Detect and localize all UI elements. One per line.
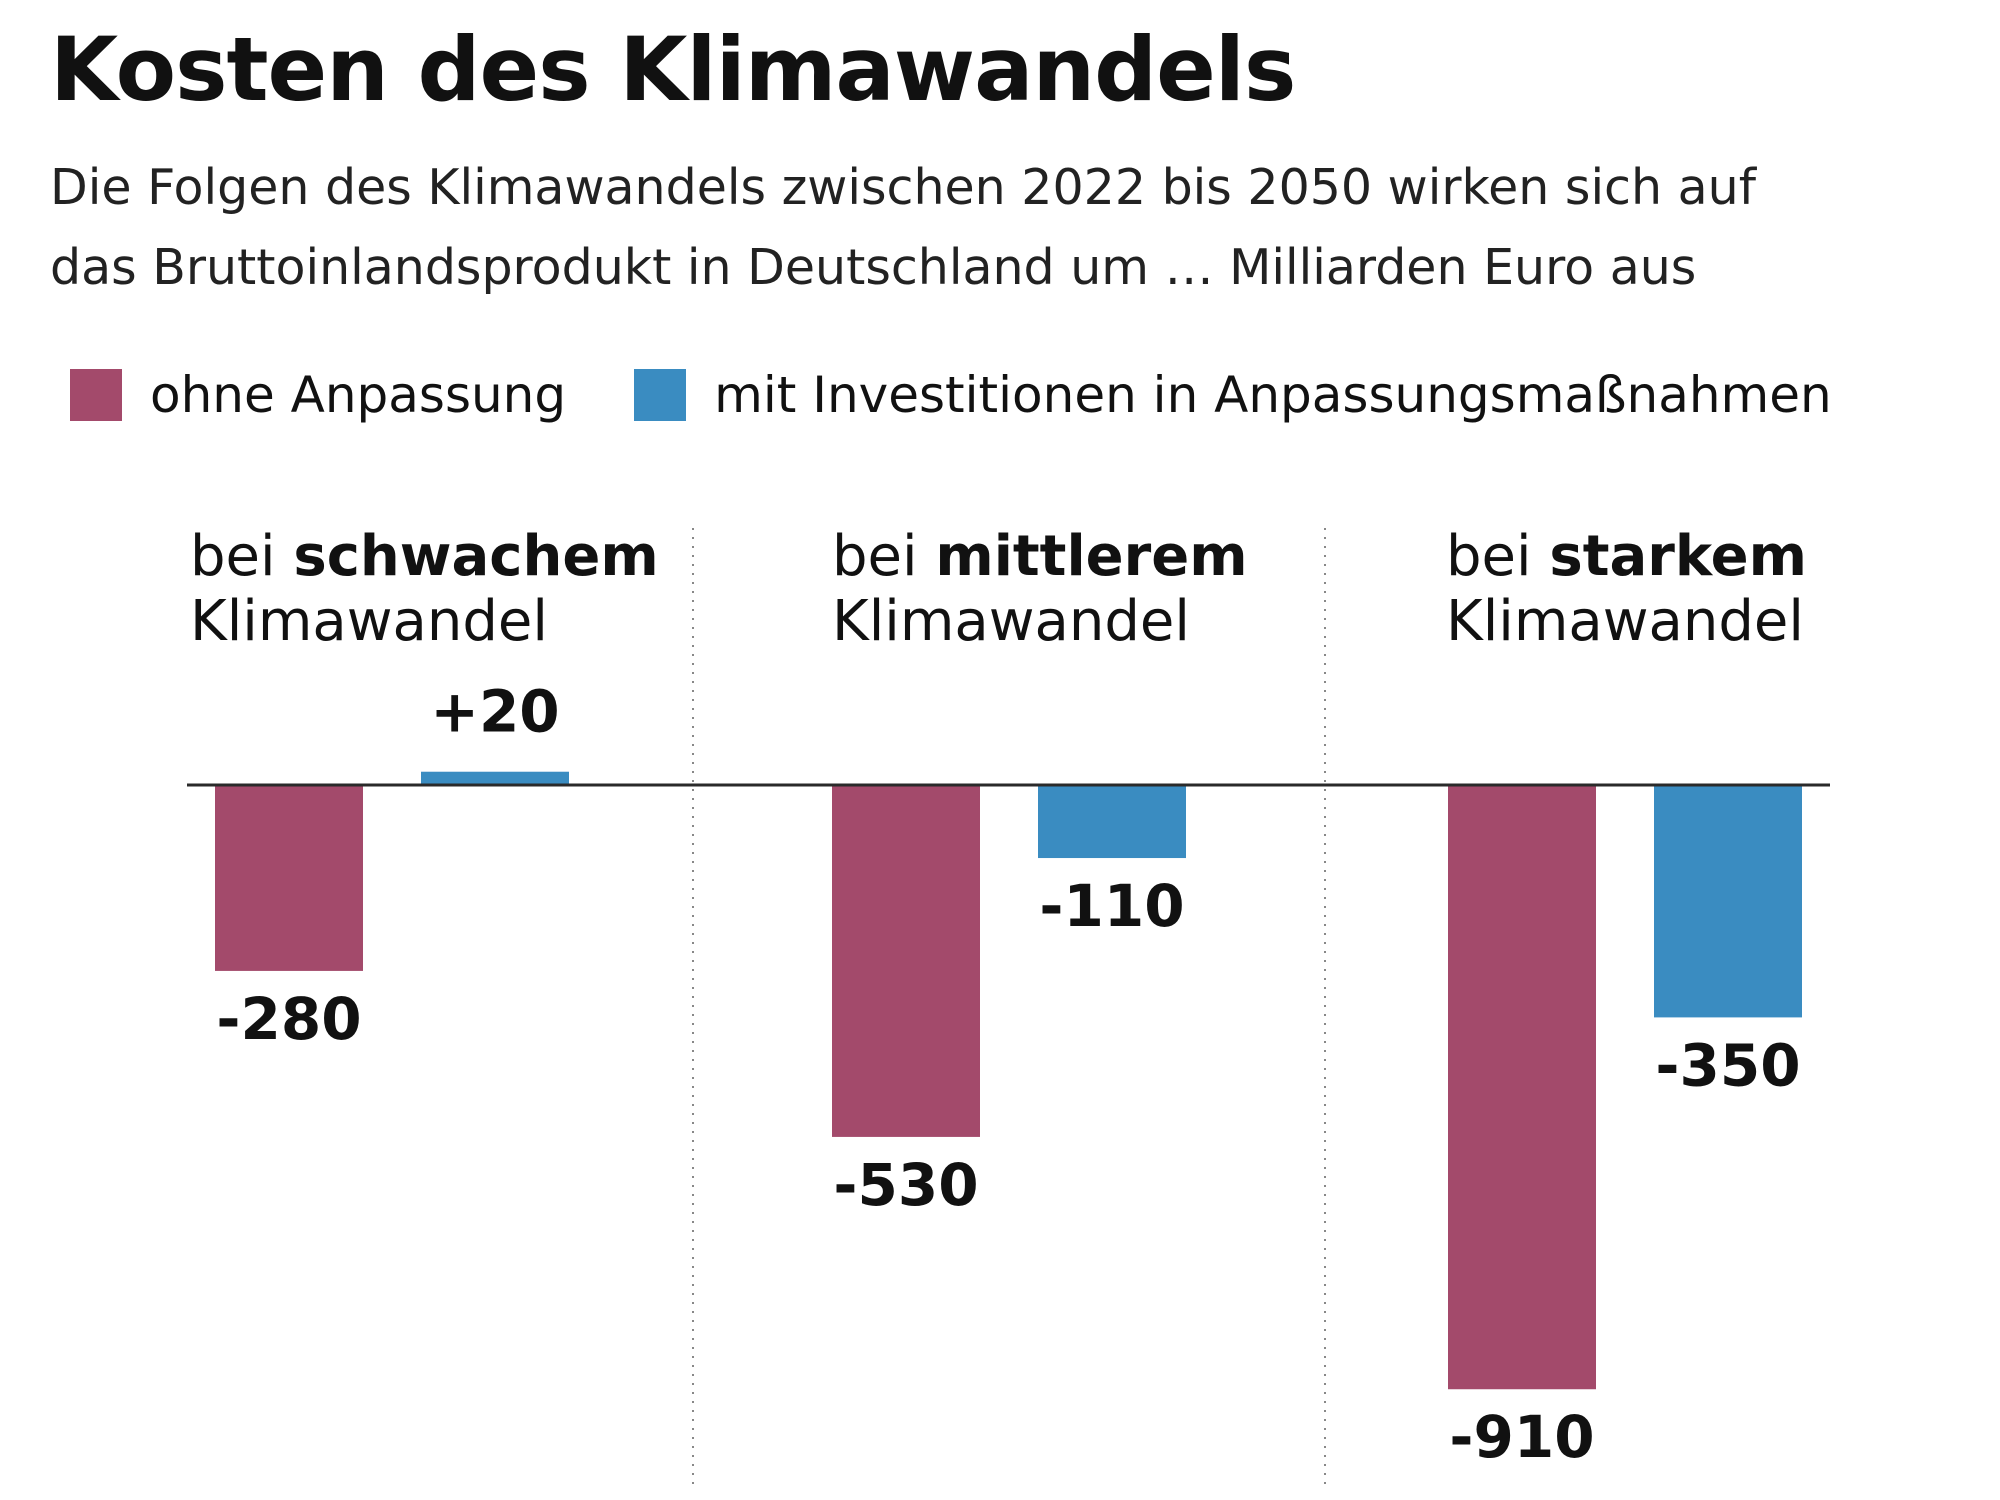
bar-mit-mittlerem xyxy=(1038,785,1186,859)
category-label-starkem: bei starkem xyxy=(1446,524,1807,589)
bar-mit-starkem xyxy=(1654,785,1802,1018)
value-label-mit-starkem: -350 xyxy=(1655,1031,1800,1099)
legend-swatch-ohne xyxy=(70,369,122,421)
category-sublabel-starkem: Klimawandel xyxy=(1446,589,1804,654)
bar-ohne-schwachem xyxy=(215,785,363,971)
chart-title: Kosten des Klimawandels xyxy=(50,18,1296,121)
category-label-schwachem: bei schwachem xyxy=(190,524,659,589)
category-label-mittlerem: bei mittlerem xyxy=(832,524,1248,589)
value-label-mit-schwachem: +20 xyxy=(430,678,559,746)
subtitle-line-2: das Bruttoinlandsprodukt in Deutschland … xyxy=(50,239,1697,296)
legend-label-ohne: ohne Anpassung xyxy=(150,366,567,424)
bar-ohne-mittlerem xyxy=(832,785,980,1137)
legend-label-mit: mit Investitionen in Anpassungsmaßnahmen xyxy=(714,366,1832,424)
value-label-ohne-schwachem: -280 xyxy=(216,985,361,1053)
subtitle-line-1: Die Folgen des Klimawandels zwischen 202… xyxy=(50,159,1756,216)
legend: ohne Anpassung mit Investitionen in Anpa… xyxy=(70,360,1900,430)
chart-subtitle: Die Folgen des Klimawandels zwischen 202… xyxy=(50,148,1950,308)
bar-ohne-starkem xyxy=(1448,785,1596,1390)
bar-mit-schwachem xyxy=(421,771,569,785)
category-sublabel-mittlerem: Klimawandel xyxy=(832,589,1190,654)
value-label-mit-mittlerem: -110 xyxy=(1039,872,1184,940)
value-label-ohne-mittlerem: -530 xyxy=(833,1151,978,1219)
category-sublabel-schwachem: Klimawandel xyxy=(190,589,548,654)
legend-item-ohne: ohne Anpassung xyxy=(70,366,566,424)
value-label-ohne-starkem: -910 xyxy=(1449,1403,1594,1471)
legend-swatch-mit xyxy=(634,369,687,421)
legend-item-mit: mit Investitionen in Anpassungsmaßnahmen xyxy=(634,366,1832,424)
